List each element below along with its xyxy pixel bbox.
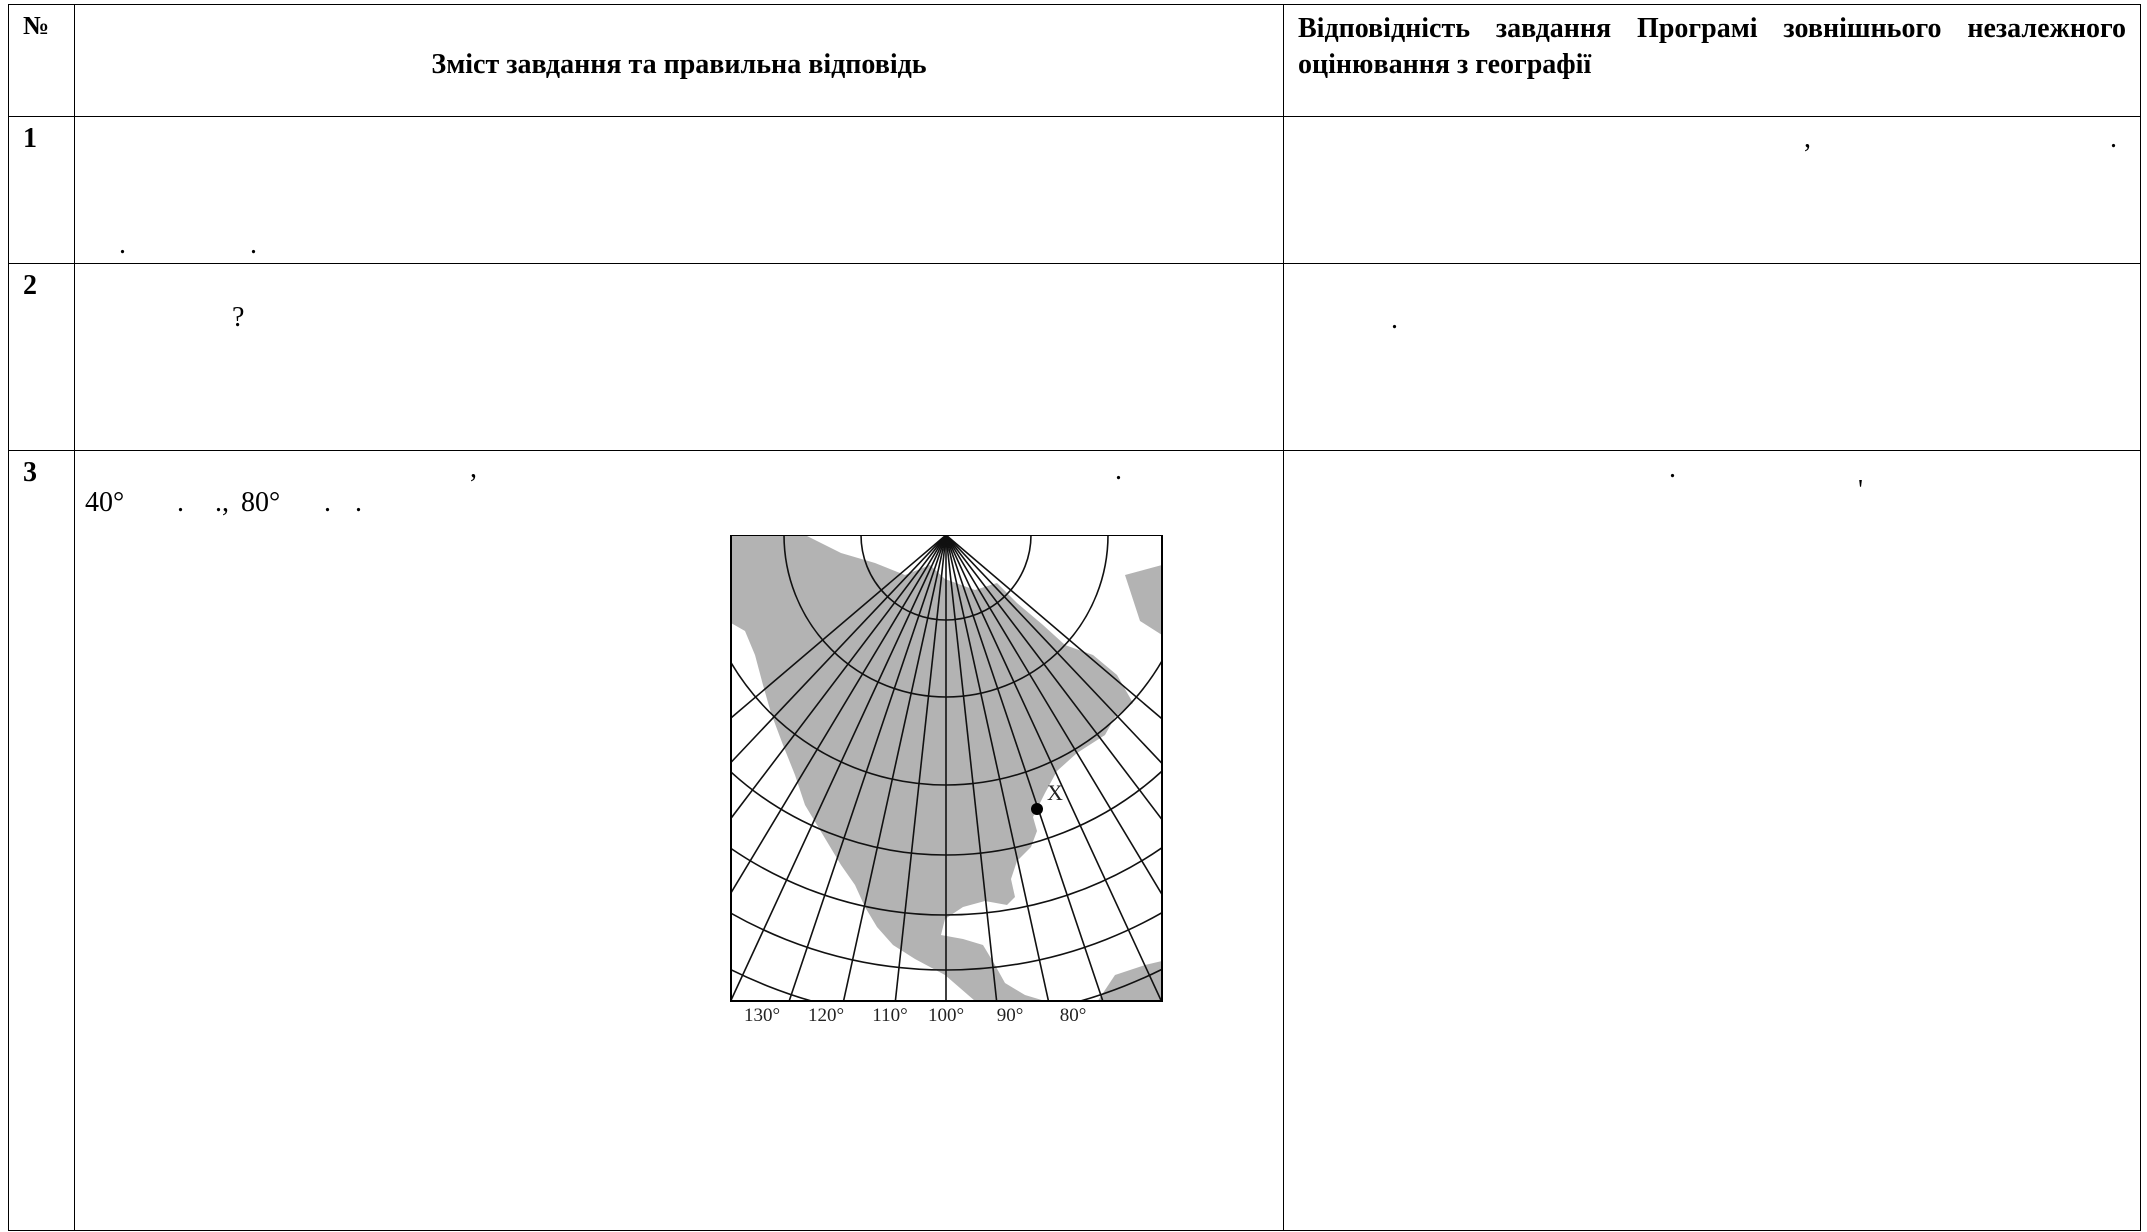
table-row: 2 ? . bbox=[8, 263, 2141, 451]
content-fragment: . bbox=[324, 487, 331, 518]
content-fragment: . bbox=[1115, 455, 1122, 486]
land-area bbox=[1125, 565, 1162, 635]
row-num-cell: 3 bbox=[8, 450, 75, 1231]
meridian-line bbox=[945, 535, 998, 1001]
content-fragment: ? bbox=[232, 302, 245, 333]
tasks-table: № Зміст завдання та правильна відповідь … bbox=[8, 4, 2141, 1231]
longitude-label: 130° bbox=[744, 1005, 780, 1026]
content-fragment: 40° bbox=[85, 487, 125, 518]
point-x-label: X bbox=[1047, 780, 1063, 805]
program-fragment: . bbox=[1391, 304, 1398, 335]
row-num-cell: 2 bbox=[8, 263, 75, 451]
program-fragment: , bbox=[1804, 123, 1811, 154]
row-program-cell: . bbox=[1283, 263, 2141, 451]
header-content-cell: Зміст завдання та правильна відповідь bbox=[74, 4, 1284, 117]
content-fragment: . bbox=[355, 487, 362, 518]
meridian-line bbox=[894, 535, 947, 1001]
longitude-label: 110° bbox=[872, 1005, 907, 1026]
meridian-line bbox=[731, 535, 947, 895]
map-figure: 60°50°40°30°20°10° 130°120°110°100°90°80… bbox=[730, 535, 1163, 1026]
meridian-line bbox=[945, 535, 1104, 1001]
program-fragment: . bbox=[1669, 453, 1676, 484]
north-america-map: 60°50°40°30°20°10° 130°120°110°100°90°80… bbox=[645, 535, 1165, 1055]
row-content-cell: . . bbox=[74, 116, 1284, 264]
land-area bbox=[1097, 961, 1162, 1001]
longitude-label: 80° bbox=[1060, 1005, 1087, 1026]
program-fragment: . bbox=[2110, 123, 2117, 154]
content-fragment: ., bbox=[215, 487, 229, 518]
content-fragment: . bbox=[177, 487, 184, 518]
content-fragment: . bbox=[250, 229, 257, 260]
header-program-cell: Відповідність завдання Програмі зовнішнь… bbox=[1283, 4, 2141, 117]
table-row: 1 . . , . bbox=[8, 116, 2141, 264]
header-program: Відповідність завдання Програмі зовнішнь… bbox=[1298, 13, 2126, 80]
row-content-cell: , . 40° . ., 80° . . bbox=[74, 450, 1284, 1231]
table-row: 3 , . 40° . ., 80° . . bbox=[8, 450, 2141, 1231]
content-fragment: , bbox=[470, 453, 477, 484]
program-fragment: ' bbox=[1858, 475, 1864, 506]
meridian-line bbox=[945, 535, 1162, 1001]
longitude-label: 120° bbox=[808, 1005, 844, 1026]
row-number: 3 bbox=[23, 457, 37, 488]
table-header-row: № Зміст завдання та правильна відповідь … bbox=[8, 4, 2141, 117]
longitude-labels: 130° 120° 110° 100° 90° 80° bbox=[744, 1005, 1086, 1026]
point-x-marker bbox=[1031, 803, 1043, 815]
header-num: № bbox=[23, 11, 50, 40]
meridian-line bbox=[945, 535, 1050, 1001]
longitude-label: 90° bbox=[997, 1005, 1024, 1026]
content-fragment: . bbox=[119, 229, 126, 260]
meridian-line bbox=[731, 535, 947, 1001]
map-frame bbox=[730, 535, 1163, 1002]
row-number: 1 bbox=[23, 123, 37, 154]
row-program-cell: , . bbox=[1283, 116, 2141, 264]
content-fragment: 80° bbox=[241, 487, 281, 518]
row-number: 2 bbox=[23, 270, 37, 301]
longitude-label: 100° bbox=[928, 1005, 964, 1026]
meridian-line bbox=[945, 535, 1162, 765]
land-area bbox=[731, 535, 1133, 1001]
row-num-cell: 1 bbox=[8, 116, 75, 264]
meridian-line bbox=[731, 535, 947, 820]
meridian-line bbox=[945, 535, 1162, 720]
header-content: Зміст завдання та правильна відповідь bbox=[431, 49, 927, 80]
meridian-line bbox=[788, 535, 947, 1001]
header-num-cell: № bbox=[8, 4, 75, 117]
graticule bbox=[731, 535, 1162, 1001]
meridian-line bbox=[945, 535, 1162, 821]
meridian-line bbox=[731, 535, 947, 720]
row-content-cell: ? bbox=[74, 263, 1284, 451]
row-program-cell: . ' bbox=[1283, 450, 2141, 1231]
meridian-line bbox=[842, 535, 947, 1001]
meridian-line bbox=[945, 535, 1162, 897]
meridian-line bbox=[731, 535, 947, 764]
